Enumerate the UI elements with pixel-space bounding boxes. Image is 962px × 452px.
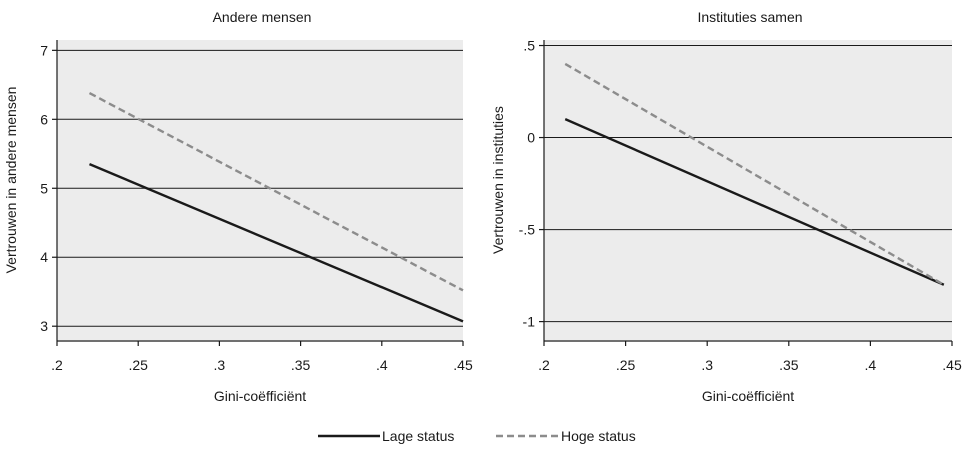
- x-tick-label: .2: [538, 357, 550, 373]
- y-tick-label: 7: [40, 42, 48, 58]
- chart-panel-2: -1 -.5 0 .5 .2 .25 .3 .35 .4 .45 Instituties samen…: [490, 9, 962, 404]
- chart-panel-1: 3 4 5 6 7 .2 .25 .3 .35 .4 .45 Andere mensen Gini-co…: [3, 9, 473, 404]
- chart-title: Instituties samen: [697, 9, 802, 25]
- x-tick-label: .2: [51, 357, 63, 373]
- y-tick-label: 4: [40, 249, 48, 265]
- y-tick-label: 3: [40, 318, 48, 334]
- legend-item-hoge-status: Hoge status: [496, 428, 636, 444]
- y-tick-label: 0: [527, 130, 535, 146]
- x-tick-label: .4: [865, 357, 877, 373]
- series-line-lage-status: [89, 163, 464, 323]
- y-tick-label: -1: [523, 314, 536, 330]
- x-tick-label: .45: [453, 357, 473, 373]
- legend-label: Lage status: [382, 428, 454, 444]
- y-tick-label: -.5: [519, 222, 536, 238]
- chart-title: Andere mensen: [213, 9, 312, 25]
- x-tick-label: .25: [616, 357, 636, 373]
- x-tick-label: .35: [779, 357, 799, 373]
- plot-background: [544, 40, 952, 340]
- x-tick-label: .35: [291, 357, 311, 373]
- x-axis-label: Gini-coëfficiënt: [214, 388, 306, 404]
- y-axis-label: Vertrouwen in instituties: [490, 106, 506, 254]
- legend: Lage status Hoge status: [318, 428, 636, 444]
- plot-background: [57, 40, 463, 340]
- series-line-lage-status: [564, 118, 945, 286]
- legend-label: Hoge status: [561, 428, 636, 444]
- x-tick-label: .4: [376, 357, 388, 373]
- x-tick-label: .3: [214, 357, 226, 373]
- x-tick-label: .45: [942, 357, 962, 373]
- x-axis-label: Gini-coëfficiënt: [702, 388, 794, 404]
- y-axis-label: Vertrouwen in andere mensen: [3, 87, 19, 274]
- y-tick-label: .5: [523, 38, 535, 54]
- series-line-hoge-status: [88, 92, 464, 292]
- y-tick-label: 6: [40, 111, 48, 127]
- y-tick-label: 5: [40, 180, 48, 196]
- series-line-hoge-status: [564, 62, 945, 286]
- legend-item-lage-status: Lage status: [318, 428, 454, 444]
- x-tick-label: .25: [128, 357, 148, 373]
- x-tick-label: .3: [701, 357, 713, 373]
